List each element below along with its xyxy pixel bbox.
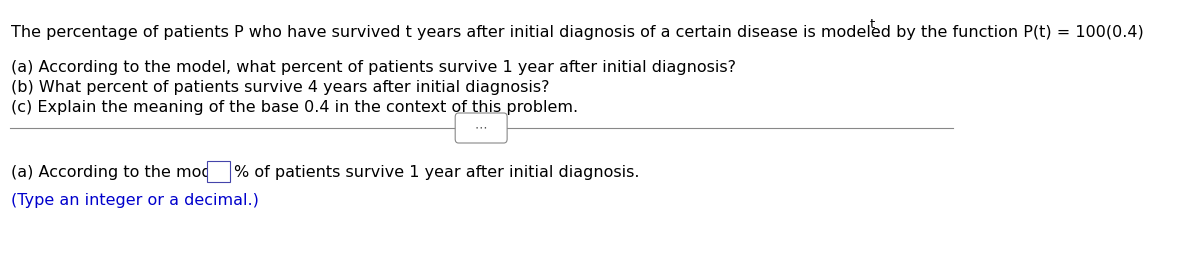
- Text: t: t: [869, 18, 875, 31]
- Text: (Type an integer or a decimal.): (Type an integer or a decimal.): [11, 193, 259, 208]
- Text: (a) According to the model,: (a) According to the model,: [11, 165, 236, 180]
- Text: % of patients survive 1 year after initial diagnosis.: % of patients survive 1 year after initi…: [234, 165, 639, 180]
- Text: ⋯: ⋯: [474, 122, 487, 134]
- FancyBboxPatch shape: [206, 161, 230, 182]
- Text: (c) Explain the meaning of the base 0.4 in the context of this problem.: (c) Explain the meaning of the base 0.4 …: [11, 100, 578, 115]
- Text: The percentage of patients P who have survived t years after initial diagnosis o: The percentage of patients P who have su…: [11, 25, 1143, 40]
- Text: (a) According to the model, what percent of patients survive 1 year after initia: (a) According to the model, what percent…: [11, 60, 735, 75]
- FancyBboxPatch shape: [455, 113, 508, 143]
- Text: .: .: [875, 25, 880, 40]
- Text: (b) What percent of patients survive 4 years after initial diagnosis?: (b) What percent of patients survive 4 y…: [11, 80, 549, 95]
